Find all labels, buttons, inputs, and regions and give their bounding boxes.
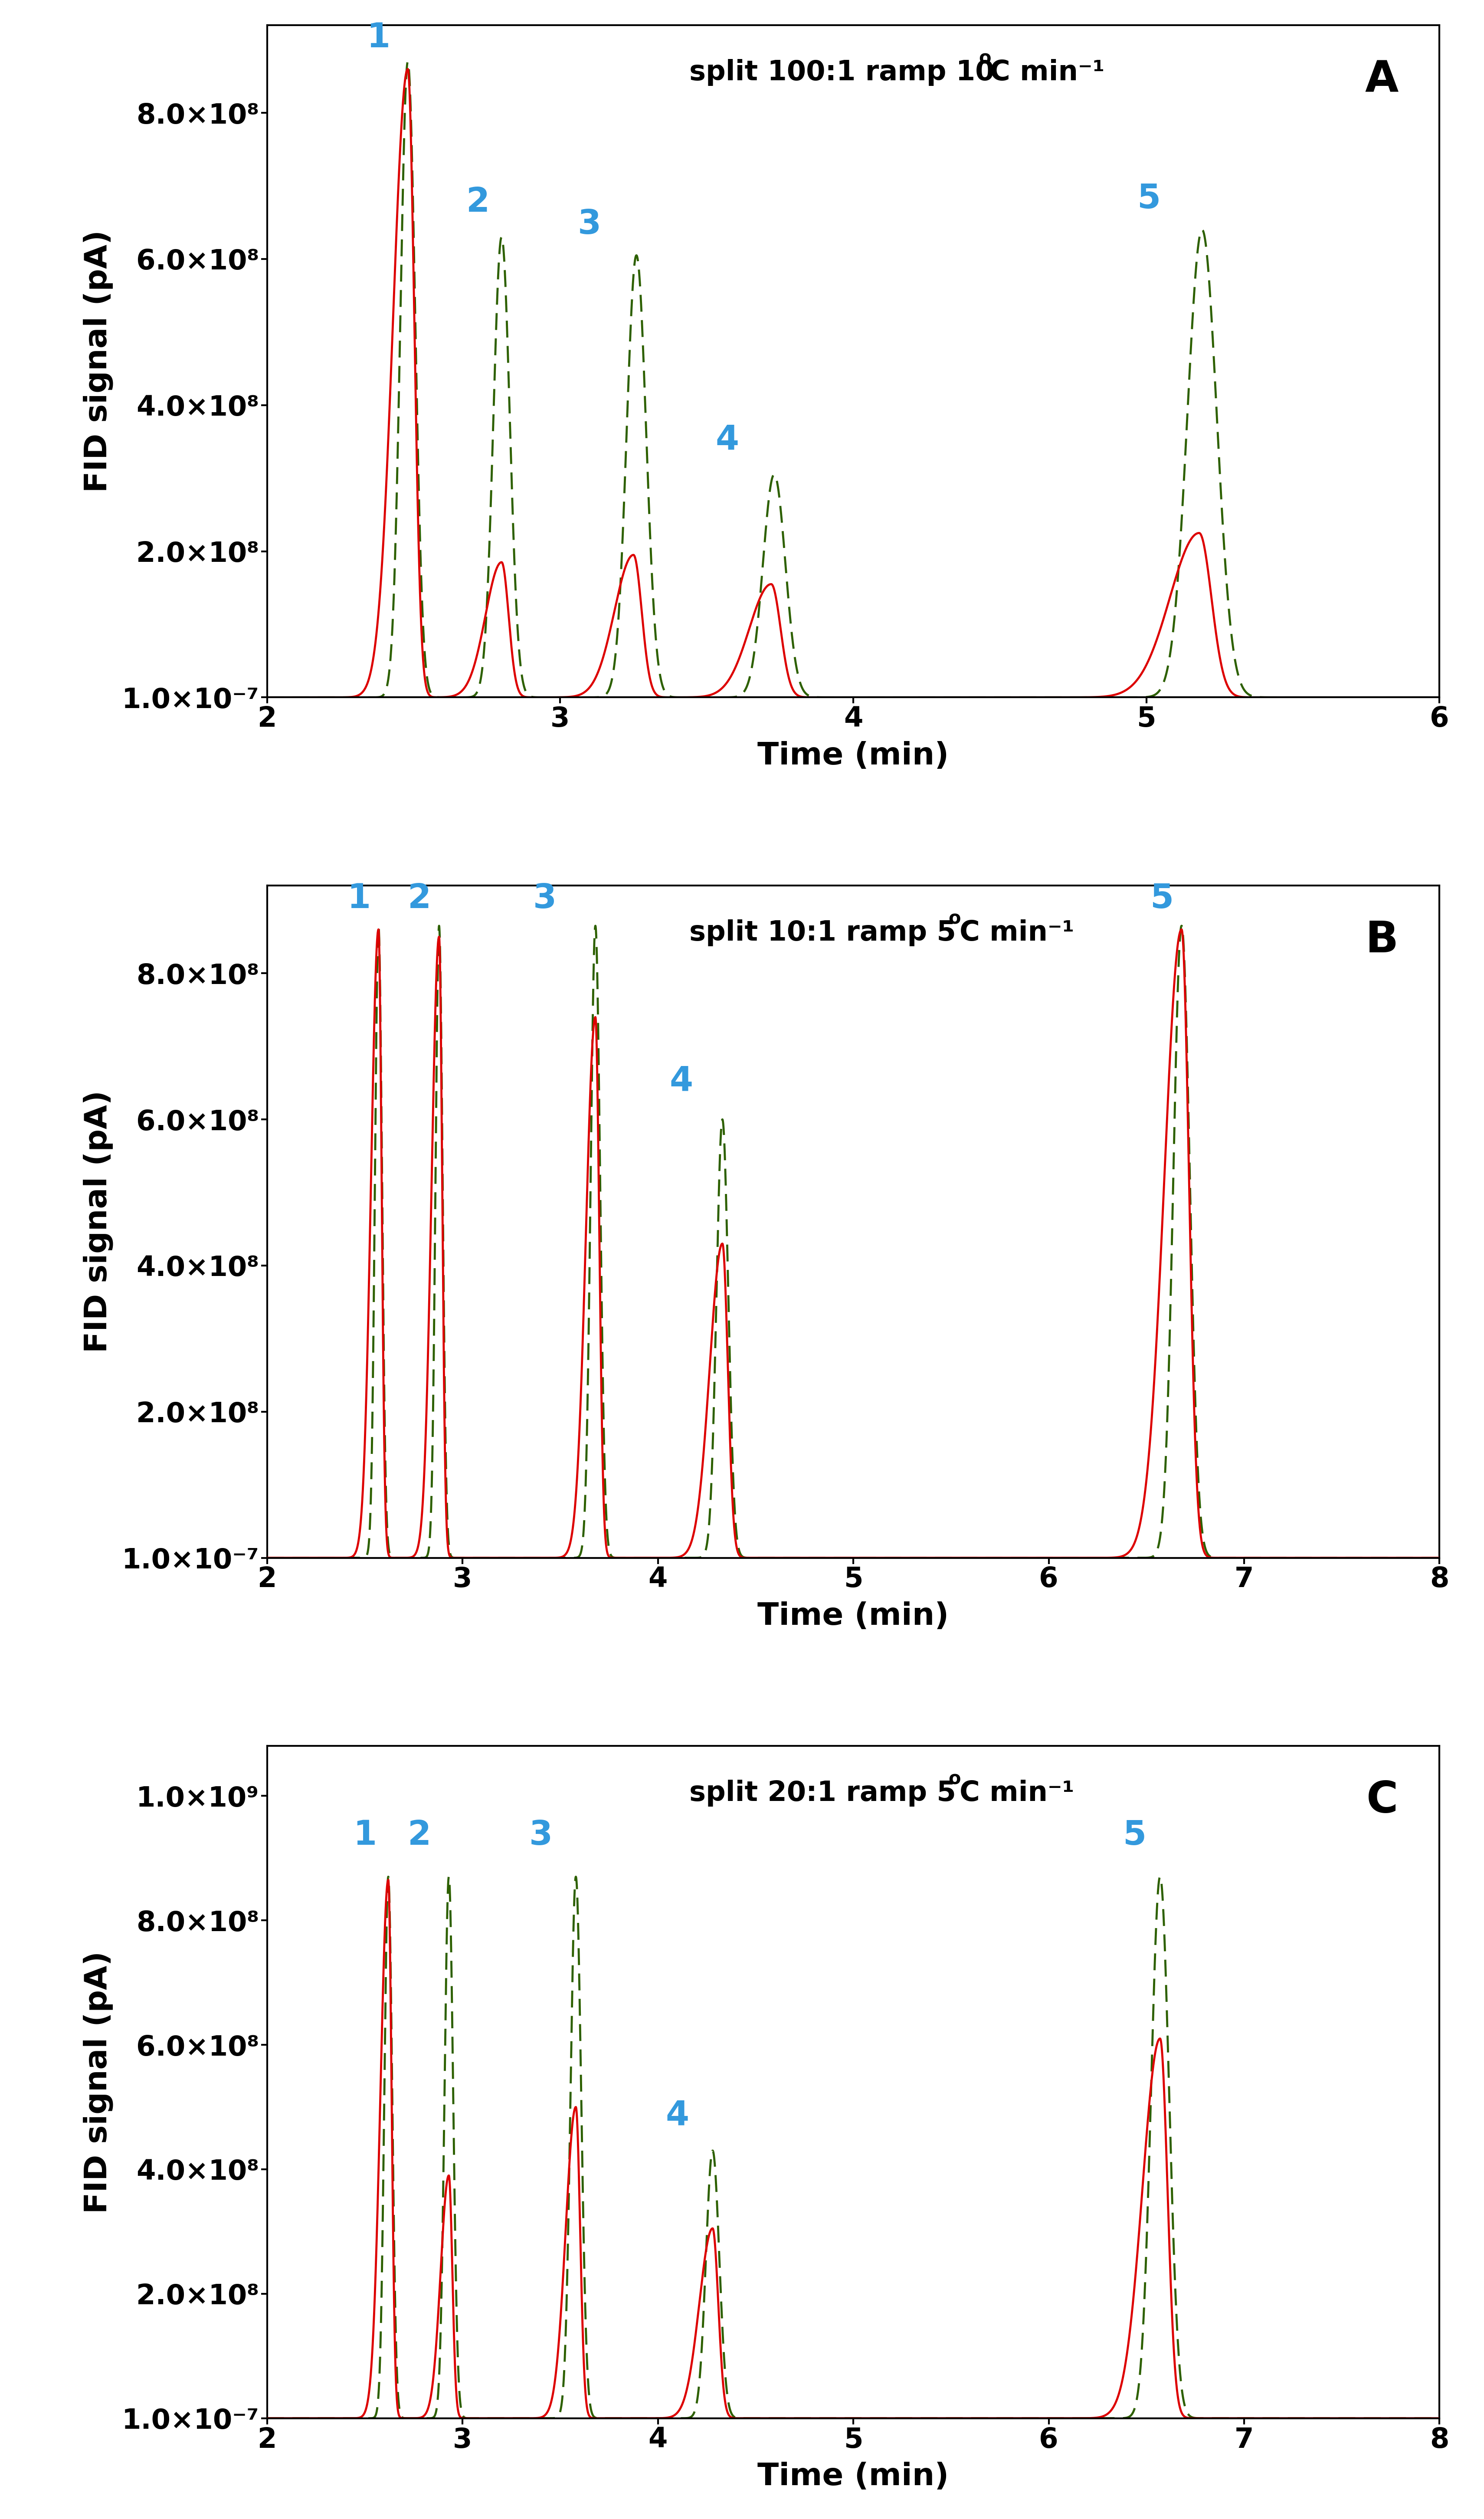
- X-axis label: Time (min): Time (min): [757, 2461, 950, 2491]
- Text: C min⁻¹: C min⁻¹: [959, 919, 1074, 947]
- Text: o: o: [979, 48, 991, 68]
- Text: 4: 4: [669, 1066, 693, 1098]
- Text: 2: 2: [466, 186, 490, 219]
- Y-axis label: FID signal (pA): FID signal (pA): [83, 1091, 113, 1353]
- Text: 4: 4: [715, 423, 739, 456]
- Text: B: B: [1365, 919, 1398, 962]
- Text: 2: 2: [408, 882, 432, 914]
- Text: o: o: [948, 1771, 960, 1788]
- Text: 4: 4: [666, 2098, 689, 2131]
- Text: split 100:1 ramp 10: split 100:1 ramp 10: [689, 58, 994, 86]
- Text: 3: 3: [528, 1819, 552, 1851]
- Text: o: o: [948, 909, 960, 927]
- Y-axis label: FID signal (pA): FID signal (pA): [83, 1950, 113, 2214]
- Text: 5: 5: [1123, 1819, 1146, 1851]
- Text: C: C: [1367, 1778, 1398, 1821]
- Text: 1: 1: [367, 23, 390, 55]
- X-axis label: Time (min): Time (min): [757, 741, 950, 771]
- Text: C min⁻¹: C min⁻¹: [959, 1778, 1074, 1806]
- Text: 5: 5: [1138, 181, 1160, 214]
- Text: 3: 3: [577, 207, 601, 242]
- Y-axis label: FID signal (pA): FID signal (pA): [83, 229, 113, 494]
- Text: 2: 2: [408, 1819, 432, 1851]
- Text: 3: 3: [533, 882, 556, 914]
- Text: C min⁻¹: C min⁻¹: [990, 58, 1104, 86]
- Text: split 10:1 ramp 5: split 10:1 ramp 5: [689, 919, 956, 947]
- Text: 1: 1: [353, 1819, 377, 1851]
- Text: 1: 1: [347, 882, 371, 914]
- Text: A: A: [1365, 58, 1398, 101]
- Text: split 20:1 ramp 5: split 20:1 ramp 5: [689, 1778, 956, 1806]
- Text: 5: 5: [1150, 882, 1174, 914]
- X-axis label: Time (min): Time (min): [757, 1602, 950, 1632]
